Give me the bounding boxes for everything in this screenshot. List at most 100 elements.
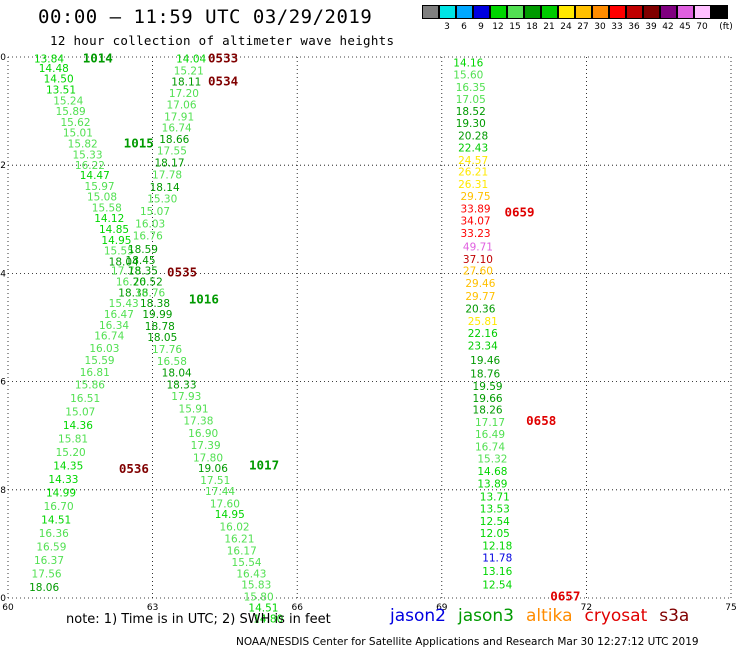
wave-height-value: 16.17 bbox=[227, 545, 257, 557]
wave-height-value: 13.51 bbox=[46, 84, 76, 96]
wave-height-value: 19.46 bbox=[470, 355, 500, 367]
legend-label: 36 bbox=[628, 22, 640, 32]
wave-height-value: 15.59 bbox=[85, 355, 115, 367]
wave-height-value: 14.16 bbox=[453, 57, 483, 69]
time-label: 1015 bbox=[124, 136, 154, 151]
x-tick-label: 69 bbox=[436, 603, 448, 613]
wave-height-value: 22.16 bbox=[468, 328, 498, 340]
wave-height-value: 18.52 bbox=[456, 106, 486, 118]
wave-height-value: 14.51 bbox=[248, 603, 278, 615]
wave-height-value: 17.78 bbox=[111, 266, 141, 278]
wave-height-value: 17.93 bbox=[171, 391, 201, 403]
legend-label: 3 bbox=[444, 22, 450, 32]
wave-height-value: 14.12 bbox=[94, 213, 124, 225]
wave-height-value: 15.20 bbox=[56, 447, 86, 459]
wave-height-value: 14.68 bbox=[477, 466, 507, 478]
wave-height-value: 14.47 bbox=[80, 170, 110, 182]
wave-height-value: 18.17 bbox=[154, 157, 184, 169]
time-label: 0534 bbox=[208, 73, 238, 88]
wave-height-value: 27.60 bbox=[463, 266, 493, 278]
wave-height-value: 29.46 bbox=[465, 278, 495, 290]
wave-height-value: 13.84 bbox=[34, 54, 64, 66]
wave-height-value: 33.23 bbox=[461, 228, 491, 240]
legend-label: 24 bbox=[560, 22, 572, 32]
satellite-legend: jason2 jason3 altika cryosat s3a bbox=[390, 606, 701, 626]
time-label: 0658 bbox=[526, 413, 556, 428]
wave-height-value: 16.76 bbox=[116, 277, 146, 289]
wave-height-value: 19.99 bbox=[142, 309, 172, 321]
legend-swatch bbox=[490, 5, 507, 19]
satellite-jason2: jason2 bbox=[390, 606, 446, 626]
wave-height-value: 19.59 bbox=[473, 381, 503, 393]
wave-height-value: 15.01 bbox=[63, 128, 93, 140]
wave-height-value: 18.33 bbox=[166, 379, 196, 391]
wave-height-value: 16.43 bbox=[236, 569, 266, 581]
satellite-s3a: s3a bbox=[659, 606, 690, 626]
wave-height-value: 18.04 bbox=[162, 367, 192, 379]
wave-height-value: 14.85 bbox=[99, 224, 129, 236]
legend-swatch bbox=[677, 5, 694, 19]
legend-swatch bbox=[694, 5, 711, 19]
wave-height-value: 15.91 bbox=[179, 404, 209, 416]
time-label: 0659 bbox=[504, 204, 534, 219]
legend-swatch bbox=[643, 5, 660, 19]
color-legend: 3 6 9 12 15 18 21 24 27 30 33 36 39 42 45 70 (ft) bbox=[422, 5, 733, 35]
wave-height-value: 16.76 bbox=[135, 287, 165, 299]
wave-height-value: 16.81 bbox=[80, 367, 110, 379]
wave-height-value: 18.78 bbox=[145, 321, 175, 333]
wave-height-value: 18.45 bbox=[126, 255, 156, 267]
wave-height-value: 15.08 bbox=[87, 192, 117, 204]
wave-height-value: 29.77 bbox=[465, 291, 495, 303]
time-label: 0533 bbox=[208, 51, 238, 66]
wave-height-value: 17.91 bbox=[164, 112, 194, 124]
legend-label: 33 bbox=[611, 22, 623, 32]
wave-height-value: 15.89 bbox=[56, 106, 86, 118]
legend-label: 18 bbox=[526, 22, 538, 32]
chart-subtitle: 12 hour collection of altimeter wave hei… bbox=[50, 33, 395, 48]
time-label: 0657 bbox=[550, 588, 580, 603]
wave-height-value: 16.90 bbox=[188, 428, 218, 440]
wave-height-value: 16.47 bbox=[104, 309, 134, 321]
wave-height-value: 20.52 bbox=[133, 277, 163, 289]
x-tick-label: 63 bbox=[147, 603, 158, 613]
legend-swatch bbox=[592, 5, 609, 19]
legend-swatch bbox=[456, 5, 473, 19]
wave-height-value: 13.53 bbox=[480, 504, 510, 516]
wave-height-value: 15.33 bbox=[72, 149, 102, 161]
legend-label: 45 bbox=[679, 22, 691, 32]
time-label: 1016 bbox=[189, 291, 219, 306]
wave-height-value: 18.38 bbox=[140, 298, 170, 310]
wave-height-value: 16.51 bbox=[70, 393, 100, 405]
wave-height-value: 17.80 bbox=[193, 452, 223, 464]
wave-height-value: 16.02 bbox=[220, 522, 250, 534]
wave-height-value: 16.36 bbox=[39, 528, 69, 540]
wave-height-value: 20.36 bbox=[465, 304, 495, 316]
wave-height-value: 11.78 bbox=[482, 552, 512, 564]
wave-height-value: 18.06 bbox=[29, 582, 59, 594]
legend-swatch bbox=[422, 5, 439, 19]
wave-height-value: 16.37 bbox=[34, 555, 64, 567]
legend-label: 39 bbox=[645, 22, 657, 32]
plot-grid bbox=[7, 56, 732, 599]
legend-label: 9 bbox=[478, 22, 484, 32]
page-title: 00:00 – 11:59 UTC 03/29/2019 bbox=[38, 6, 373, 28]
wave-height-value: 17.20 bbox=[169, 88, 199, 100]
time-label: 1017 bbox=[249, 457, 279, 472]
wave-height-value: 18.04 bbox=[109, 256, 139, 268]
wave-height-value: 16.70 bbox=[44, 501, 74, 513]
legend-label: 21 bbox=[543, 22, 555, 32]
wave-height-value: 15.54 bbox=[232, 557, 262, 569]
wave-height-value: 17.51 bbox=[200, 475, 230, 487]
legend-label: 12 bbox=[492, 22, 504, 32]
wave-height-value: 17.05 bbox=[456, 94, 486, 106]
legend-swatch bbox=[660, 5, 677, 19]
time-label: 0535 bbox=[167, 264, 197, 279]
wave-height-value: 24.57 bbox=[458, 155, 488, 167]
wave-height-value: 12.18 bbox=[482, 541, 512, 553]
wave-height-value: 34.07 bbox=[461, 215, 491, 227]
x-tick-label: 66 bbox=[291, 603, 303, 613]
wave-height-value: 16.35 bbox=[456, 82, 486, 94]
wave-height-value: 12.54 bbox=[480, 516, 510, 528]
wave-height-value: 18.14 bbox=[150, 182, 180, 194]
